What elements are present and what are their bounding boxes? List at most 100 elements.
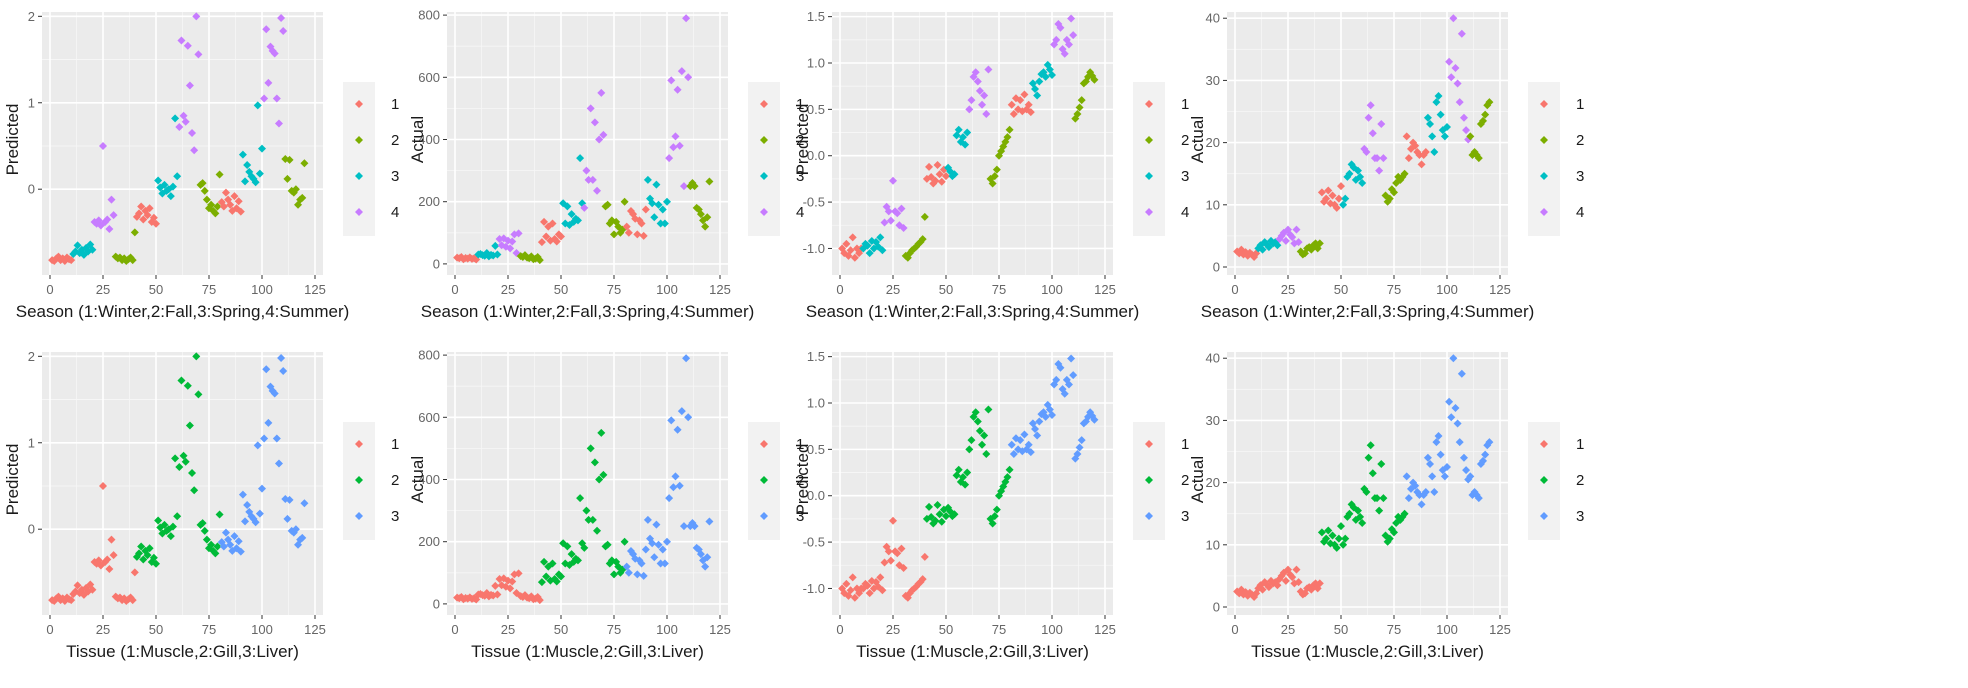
x-tick-label: 50 bbox=[939, 282, 953, 297]
data-point bbox=[298, 193, 307, 202]
legend-label-3: 3 bbox=[1576, 508, 1584, 525]
data-point bbox=[1014, 105, 1023, 114]
data-point bbox=[260, 434, 269, 443]
x-tick-label: 25 bbox=[1281, 282, 1295, 297]
data-point bbox=[1009, 110, 1018, 118]
data-point bbox=[675, 141, 684, 150]
data-point bbox=[1362, 487, 1371, 496]
data-point bbox=[1413, 147, 1422, 156]
x-axis-title: Tissue (1:Muscle,2:Gill,3:Liver) bbox=[856, 642, 1089, 661]
data-point bbox=[1411, 141, 1420, 150]
data-point bbox=[228, 546, 237, 555]
data-point bbox=[154, 516, 163, 525]
y-axis-title: Predicted bbox=[793, 444, 812, 516]
data-point bbox=[1438, 466, 1447, 475]
data-point bbox=[272, 434, 281, 443]
data-point bbox=[1016, 436, 1025, 445]
y-tick-label: 20 bbox=[1206, 135, 1220, 150]
data-point bbox=[251, 518, 260, 527]
data-point bbox=[658, 205, 667, 214]
data-point bbox=[1275, 575, 1284, 584]
data-point bbox=[876, 233, 885, 242]
legend-label-1: 1 bbox=[1181, 436, 1189, 453]
data-point bbox=[190, 486, 199, 495]
data-point bbox=[1022, 445, 1031, 454]
data-point bbox=[958, 133, 967, 142]
legend-key-2 bbox=[760, 476, 768, 484]
data-point bbox=[1476, 459, 1485, 468]
data-point bbox=[633, 570, 642, 579]
data-point bbox=[846, 586, 855, 595]
data-point bbox=[501, 242, 510, 251]
y-tick-label: 200 bbox=[418, 534, 440, 549]
data-point bbox=[188, 469, 197, 478]
data-point bbox=[1459, 453, 1468, 462]
data-point bbox=[878, 586, 887, 595]
data-point bbox=[251, 178, 260, 187]
data-point bbox=[682, 14, 691, 23]
legend-key-4 bbox=[355, 208, 363, 216]
data-point bbox=[595, 475, 604, 484]
data-point bbox=[1005, 125, 1014, 134]
y-axis-title: Predicted bbox=[3, 444, 22, 516]
data-point bbox=[1339, 200, 1348, 209]
data-point bbox=[236, 207, 245, 216]
data-point bbox=[1423, 113, 1432, 122]
legend-key-1 bbox=[760, 100, 768, 108]
data-point bbox=[1086, 408, 1095, 417]
data-point bbox=[846, 246, 855, 255]
data-point bbox=[1294, 578, 1303, 587]
data-point bbox=[166, 192, 175, 201]
data-point bbox=[73, 581, 82, 590]
data-point bbox=[130, 568, 139, 577]
data-point bbox=[599, 130, 608, 139]
data-point bbox=[520, 251, 529, 260]
legend-key-4 bbox=[1145, 208, 1153, 216]
data-point bbox=[183, 41, 192, 50]
y-tick-label: 0 bbox=[433, 256, 440, 271]
data-point bbox=[1320, 537, 1329, 546]
data-point bbox=[493, 250, 502, 259]
data-point bbox=[958, 473, 967, 482]
data-point bbox=[1086, 68, 1095, 77]
data-point bbox=[1264, 583, 1273, 592]
data-point bbox=[540, 217, 549, 226]
data-point bbox=[701, 562, 710, 571]
data-point bbox=[624, 568, 633, 577]
data-point bbox=[1294, 238, 1303, 247]
data-point bbox=[665, 154, 674, 163]
data-point bbox=[584, 175, 593, 184]
x-tick-label: 100 bbox=[1041, 282, 1063, 297]
data-point bbox=[848, 233, 857, 242]
x-tick-label: 50 bbox=[1334, 282, 1348, 297]
y-axis-title: Actual bbox=[1188, 116, 1207, 163]
x-axis-title: Season (1:Winter,2:Fall,3:Spring,4:Summe… bbox=[421, 302, 755, 321]
legend-label-1: 1 bbox=[1576, 96, 1584, 113]
data-point bbox=[1451, 63, 1460, 72]
y-axis-title: Predicted bbox=[793, 104, 812, 176]
data-point bbox=[1026, 108, 1035, 117]
data-point bbox=[1271, 238, 1280, 247]
data-point bbox=[671, 132, 680, 141]
data-point bbox=[937, 177, 946, 186]
x-tick-label: 50 bbox=[149, 622, 163, 637]
data-point bbox=[1375, 166, 1384, 175]
data-point bbox=[213, 202, 222, 211]
legend-label-4: 4 bbox=[1181, 204, 1189, 221]
y-tick-label: 0.0 bbox=[807, 148, 825, 163]
data-point bbox=[620, 197, 629, 206]
data-point bbox=[620, 537, 629, 546]
scatter-panel-p1: 0 25 50 75 100 125 0 1 2 Season (1:Winter,2:Fall,… bbox=[0, 0, 400, 345]
data-point bbox=[190, 146, 199, 155]
data-point bbox=[986, 174, 995, 183]
data-point bbox=[939, 505, 948, 514]
x-tick-label: 100 bbox=[656, 622, 678, 637]
y-tick-label: 1.0 bbox=[807, 396, 825, 411]
data-point bbox=[882, 542, 891, 551]
x-tick-label: 0 bbox=[451, 282, 458, 297]
legend-label-2: 2 bbox=[1576, 132, 1584, 149]
data-point bbox=[1024, 440, 1033, 449]
y-axis-title: Predicted bbox=[3, 104, 22, 176]
data-point bbox=[1330, 200, 1339, 209]
data-point bbox=[660, 219, 669, 228]
